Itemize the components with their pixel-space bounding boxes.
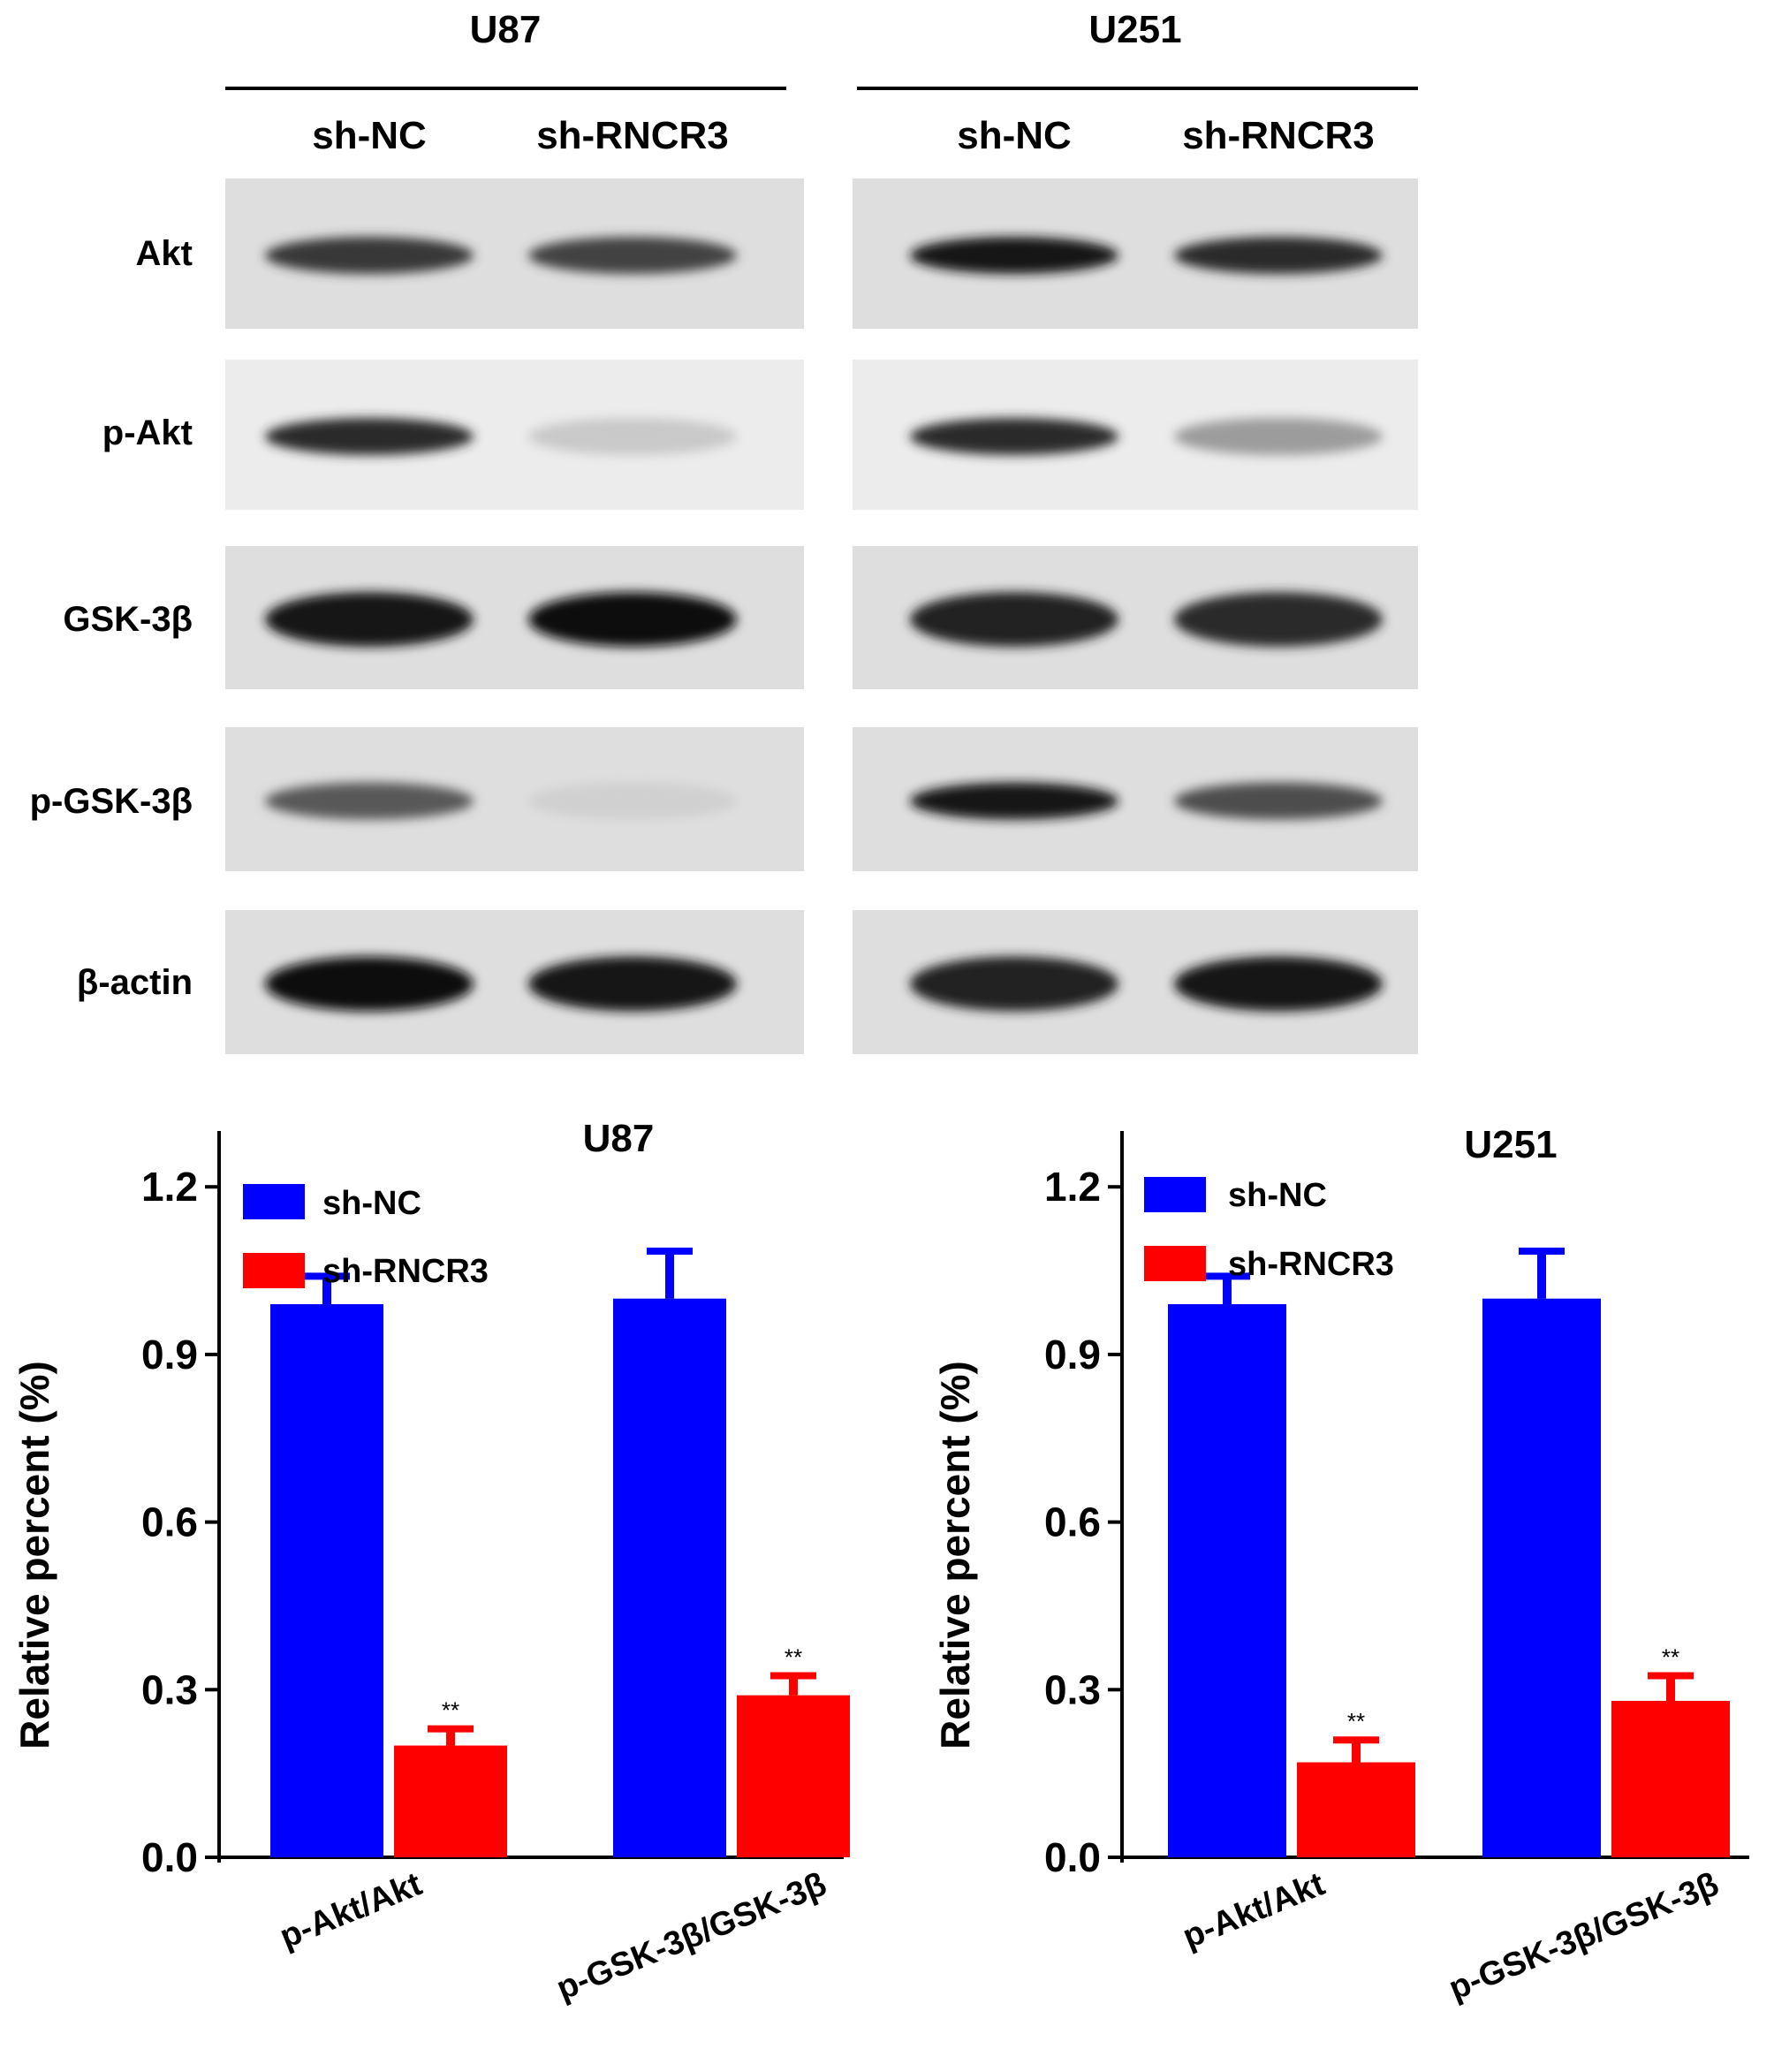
- legend-label-sh-nc: sh-NC: [322, 1185, 421, 1222]
- blot-band: [1174, 783, 1383, 820]
- blot-band: [265, 418, 474, 455]
- bar-sh-rncr3-1: [1297, 1763, 1415, 1857]
- blot-band: [1174, 957, 1383, 1012]
- lane-label-u251-sh-rncr3: sh-RNCR3: [1182, 114, 1375, 157]
- bar-sh-rncr3-2: [1611, 1701, 1730, 1857]
- y-tick-label: 0.0: [141, 1834, 198, 1880]
- chart-title: U251: [1464, 1123, 1557, 1166]
- lane-label-u251-sh-nc: sh-NC: [957, 114, 1072, 157]
- x-tick-label: p-GSK-3β/GSK-3β: [551, 1865, 831, 2007]
- western-blot-panel: U87 U251 sh-NC sh-RNCR3 sh-NC sh-RNCR3 A…: [30, 8, 1418, 1054]
- blot-band: [1174, 237, 1383, 274]
- y-axis-label: Relative percent (%): [932, 1361, 978, 1749]
- blot-row-label-p-gsk-3b: p-GSK-3β: [30, 782, 193, 821]
- blot-band: [528, 592, 737, 647]
- y-tick-label: 1.2: [1044, 1164, 1101, 1210]
- blot-band: [1174, 592, 1383, 647]
- y-tick-label: 0.6: [141, 1499, 198, 1545]
- bar-sh-rncr3-1: [394, 1746, 507, 1857]
- blot-row-label-p-akt: p-Akt: [102, 414, 193, 452]
- legend-swatch-sh-nc: [243, 1184, 305, 1219]
- y-tick-label: 0.3: [141, 1666, 198, 1712]
- x-tick-label: p-GSK-3β/GSK-3β: [1444, 1865, 1724, 2007]
- legend-swatch-sh-nc: [1144, 1177, 1206, 1212]
- significance-label: **: [1662, 1644, 1679, 1671]
- bar-sh-nc-1: [1168, 1304, 1286, 1857]
- y-tick-label: 0.9: [1044, 1332, 1101, 1378]
- blot-band: [528, 237, 737, 274]
- blot-strips: [225, 178, 1418, 1054]
- legend-swatch-sh-rncr3: [243, 1253, 305, 1288]
- x-tick-label: p-Akt/Akt: [1178, 1865, 1330, 1955]
- lane-label-u87-sh-rncr3: sh-RNCR3: [536, 114, 729, 157]
- bar-sh-nc-2: [1482, 1299, 1601, 1857]
- blot-band: [910, 237, 1118, 274]
- y-axis-label: Relative percent (%): [11, 1361, 57, 1749]
- legend-swatch-sh-rncr3: [1144, 1246, 1206, 1281]
- blot-row-label-b-actin: β-actin: [77, 963, 193, 1002]
- legend-label-sh-nc: sh-NC: [1228, 1177, 1327, 1214]
- blot-band: [528, 957, 737, 1012]
- y-tick-label: 0.6: [1044, 1499, 1101, 1545]
- blot-band: [265, 783, 474, 820]
- blot-cell-line-u251: U251: [1088, 8, 1181, 51]
- blot-band: [265, 237, 474, 274]
- bar-chart-u251: U251 Relative percent (%) 0.0 0.3 0.6 0.9 1.…: [932, 1123, 1749, 2007]
- blot-band: [910, 592, 1118, 647]
- bar-sh-nc-2: [613, 1299, 726, 1857]
- x-tick-label: p-Akt/Akt: [275, 1865, 428, 1955]
- blot-row-label-gsk-3b: GSK-3β: [63, 600, 193, 639]
- blot-band: [265, 957, 474, 1012]
- lane-label-u87-sh-nc: sh-NC: [312, 114, 427, 157]
- blot-band: [528, 418, 737, 455]
- chart-title: U87: [583, 1117, 655, 1160]
- y-tick-label: 1.2: [141, 1164, 198, 1210]
- bar-sh-rncr3-2: [737, 1696, 850, 1857]
- blot-band: [265, 592, 474, 647]
- blot-band: [1174, 418, 1383, 455]
- blot-cell-line-u87: U87: [470, 8, 542, 51]
- blot-band: [528, 783, 737, 820]
- y-tick-label: 0.3: [1044, 1666, 1101, 1712]
- legend-label-sh-rncr3: sh-RNCR3: [1228, 1246, 1394, 1283]
- significance-label: **: [442, 1697, 459, 1724]
- blot-band: [910, 957, 1118, 1012]
- blot-band: [910, 783, 1118, 820]
- bar-chart-u87: U87 Relative percent (%) 0.0 0.3 0.6 0.9 1.2…: [11, 1117, 850, 2007]
- legend-label-sh-rncr3: sh-RNCR3: [322, 1253, 489, 1290]
- blot-row-label-akt: Akt: [136, 234, 193, 273]
- significance-label: **: [1347, 1708, 1365, 1734]
- blot-band: [910, 418, 1118, 455]
- significance-label: **: [785, 1644, 802, 1671]
- y-tick-label: 0.0: [1044, 1834, 1101, 1880]
- bar-sh-nc-1: [270, 1304, 383, 1857]
- y-tick-label: 0.9: [141, 1332, 198, 1378]
